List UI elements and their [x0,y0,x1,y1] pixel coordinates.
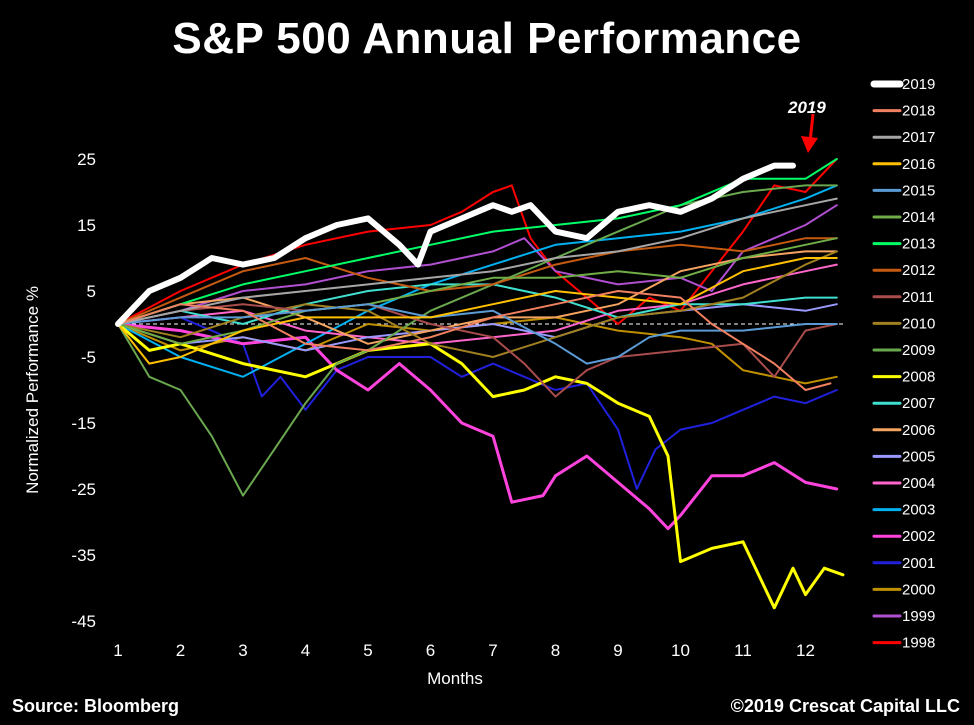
series-line-2011 [117,303,838,398]
y-tick-label: -35 [71,546,96,565]
series-line-2019 [115,162,796,327]
annotation-arrow [801,113,818,153]
x-tick-label: 1 [113,641,122,660]
legend-label-1998: 1998 [902,635,935,652]
x-tick-label: 7 [488,641,497,660]
y-tick-label: -15 [71,414,96,433]
series-line-2017 [117,197,838,325]
y-axis-ticks: 25 15 5 -5 -15 -25 -35 -45 [71,150,96,631]
legend-label-2016: 2016 [902,156,935,173]
y-tick-label: 15 [77,216,96,235]
series-line-2002 [116,322,839,531]
legend-label-2010: 2010 [902,315,935,332]
series-line-2018 [117,290,832,391]
x-tick-label: 2 [176,641,185,660]
series-line-2001 [117,316,838,490]
y-axis-label: Normalized Performance % [23,286,42,494]
x-tick-label: 5 [363,641,372,660]
legend-label-1999: 1999 [902,608,935,625]
x-tick-label: 11 [734,641,752,660]
y-tick-label: -25 [71,480,96,499]
x-axis-label: Months [427,669,483,688]
legend-label-2001: 2001 [902,555,935,572]
x-tick-label: 4 [301,641,310,660]
legend-label-2007: 2007 [902,395,935,412]
legend-label-2018: 2018 [902,103,935,120]
series-line-1999 [117,204,838,325]
copyright-note: ©2019 Crescat Capital LLC [730,696,960,716]
legend-label-2000: 2000 [902,581,935,598]
legend-label-2011: 2011 [902,289,934,306]
series-lines [115,158,845,610]
y-tick-label: 5 [87,282,96,301]
legend-label-2004: 2004 [902,475,935,492]
source-note: Source: Bloomberg [12,696,180,716]
x-tick-label: 6 [426,641,435,660]
x-tick-label: 3 [238,641,247,660]
series-line-1998 [117,158,838,325]
y-tick-label: 25 [77,150,96,169]
series-line-2005 [117,303,838,352]
legend-label-2005: 2005 [902,448,935,465]
x-tick-label: 12 [796,641,815,660]
series-line-2016 [117,257,838,365]
x-tick-label: 8 [551,641,560,660]
legend-label-2014: 2014 [902,209,935,226]
series-line-2008 [116,322,845,610]
legend-label-2017: 2017 [902,129,935,146]
legend-label-2012: 2012 [902,262,935,279]
legend-label-2008: 2008 [902,369,935,386]
legend-label-2013: 2013 [902,236,935,253]
series-line-2000 [117,316,838,385]
legend-label-2006: 2006 [902,422,935,439]
y-tick-label: -45 [71,612,96,631]
legend-label-2003: 2003 [902,502,935,519]
x-axis-ticks: 1 2 3 4 5 6 7 8 9 10 11 12 [113,641,815,660]
legend-label-2002: 2002 [902,528,935,545]
legend-label-2019: 2019 [902,76,935,93]
chart-title: S&P 500 Annual Performance [172,14,802,63]
legend: 2019 2018 2017 2016 2015 2014 2013 2012 2011 2010… [870,76,935,652]
x-tick-label: 9 [613,641,622,660]
legend-label-2009: 2009 [902,342,935,359]
x-tick-label: 10 [671,641,690,660]
y-tick-label: -5 [81,348,96,367]
annotation-2019: 2019 [788,98,826,117]
legend-label-2015: 2015 [902,182,935,199]
series-line-2012 [117,237,838,325]
